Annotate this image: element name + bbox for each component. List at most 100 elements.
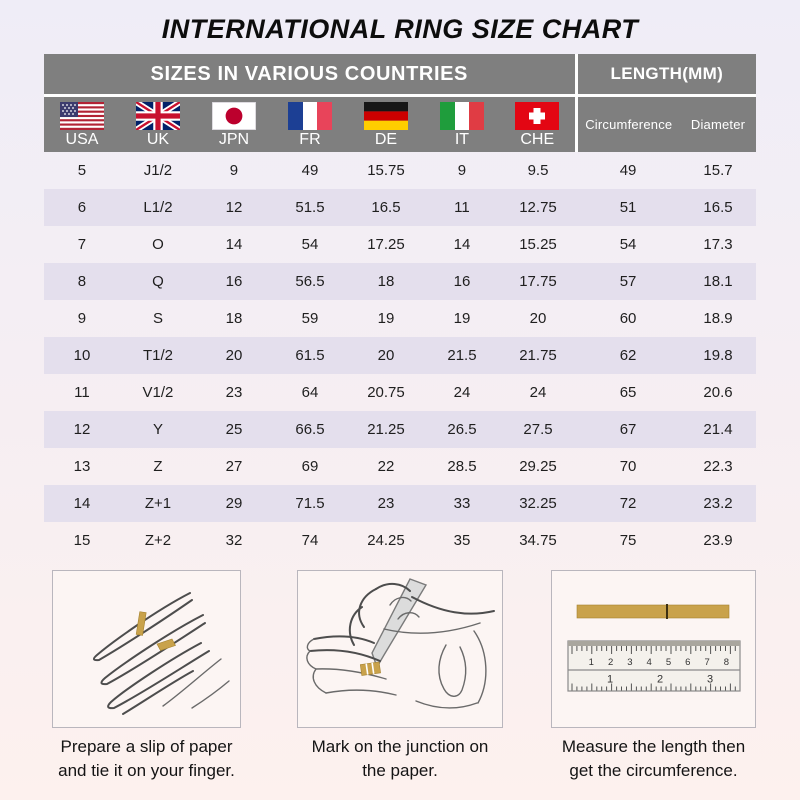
table-cell: 17.25 <box>367 236 405 253</box>
table-cell: 8 <box>43 263 120 300</box>
group-header-row: SIZES IN VARIOUS COUNTRIES LENGTH(MM) <box>43 54 757 97</box>
table-cell: Y <box>119 411 196 448</box>
table-row: 7 O 14 54 17.25 14 15.25 54 17.3 <box>44 226 756 263</box>
countries-group-header: SIZES IN VARIOUS COUNTRIES <box>43 54 578 97</box>
switzerland-flag-icon <box>515 101 560 130</box>
france-flag-icon <box>287 101 332 130</box>
table-row: 13 Z 27 69 22 28.5 29.25 70 22.3 <box>44 448 756 485</box>
ruler-number: 2 <box>657 674 663 686</box>
table-cell: 32 <box>225 532 243 549</box>
usa-flag-icon <box>59 101 104 130</box>
table-cell: 21.5 <box>423 337 500 374</box>
table-row: 11 V1/2 23 64 20.75 24 24 65 20.6 <box>44 374 756 411</box>
table-cell: 24 <box>529 384 547 401</box>
table-cell: 19 <box>453 310 471 327</box>
table-cell: 74 <box>301 532 319 549</box>
table-cell: 28.5 <box>447 458 477 475</box>
table-cell: 19 <box>377 310 395 327</box>
table-cell: Z+1 <box>119 485 196 522</box>
ruler-number: 3 <box>627 657 632 668</box>
table-cell: 54 <box>301 236 319 253</box>
uk-flag-icon <box>135 101 180 130</box>
ruler-number: 8 <box>724 657 729 668</box>
table-cell: 75 <box>619 532 637 549</box>
table-cell: 16.5 <box>680 189 757 226</box>
country-label-fr: FR <box>299 130 321 148</box>
table-cell: 18 <box>347 263 424 300</box>
table-cell: 13 <box>73 458 91 475</box>
column-header-fr: FR <box>271 95 348 152</box>
column-header-uk: UK <box>119 95 196 152</box>
table-cell: 49 <box>301 162 319 179</box>
table-cell: 22.3 <box>703 458 733 475</box>
table-cell: 29.25 <box>519 458 557 475</box>
table-row: 15 Z+2 32 74 24.25 35 34.75 75 23.9 <box>44 522 756 559</box>
table-cell: 19.8 <box>680 337 757 374</box>
table-cell: 23.2 <box>680 485 757 522</box>
table-cell: 10 <box>43 337 120 374</box>
page-title: INTERNATIONAL RING SIZE CHART <box>161 14 639 44</box>
hand-with-paper-illustration <box>93 592 230 715</box>
table-cell: 56.5 <box>271 263 348 300</box>
table-cell: 35 <box>453 532 471 549</box>
table-cell: 16.5 <box>347 189 424 226</box>
table-cell: 57 <box>576 263 681 300</box>
table-cell: 6 <box>43 189 120 226</box>
germany-flag-icon <box>363 101 408 130</box>
table-cell: 18 <box>225 310 243 327</box>
table-cell: Z+2 <box>144 532 172 549</box>
table-row: 6 L1/2 12 51.5 16.5 11 12.75 51 16.5 <box>43 189 757 226</box>
table-cell: 33 <box>423 485 500 522</box>
table-cell: 51.5 <box>271 189 348 226</box>
column-header-row: USA UK <box>43 95 757 152</box>
step-1-illustration-box <box>52 570 241 728</box>
column-header-usa: USA <box>43 95 120 152</box>
table-cell: 54 <box>619 236 637 253</box>
table-cell: 29 <box>195 485 272 522</box>
table-cell: 49 <box>619 162 637 179</box>
table-cell: 20.6 <box>703 384 733 401</box>
ring-size-table: SIZES IN VARIOUS COUNTRIES LENGTH(MM) <box>43 54 757 559</box>
ruler-illustration: 1 2 3 4 5 6 7 8 1 2 3 <box>567 604 741 692</box>
table-cell: 23 <box>347 485 424 522</box>
step-3: 1 2 3 4 5 6 7 8 1 2 3 Measure the length then get… <box>551 570 756 783</box>
table-cell: 12 <box>195 189 272 226</box>
table-cell: 12.75 <box>499 189 577 226</box>
step-2-illustration-box <box>297 570 503 728</box>
measurement-steps: Prepare a slip of paper and tie it on yo… <box>0 570 800 783</box>
table-cell: 62 <box>576 337 681 374</box>
table-cell: 16 <box>195 263 272 300</box>
table-row: 12 Y 25 66.5 21.25 26.5 27.5 67 21.4 <box>43 411 757 448</box>
table-cell: 65 <box>619 384 637 401</box>
table-cell: 20 <box>347 337 424 374</box>
table-cell: 7 <box>77 236 87 253</box>
table-cell: 72 <box>576 485 681 522</box>
table-cell: 14 <box>43 485 120 522</box>
ruler-number: 1 <box>607 674 613 686</box>
table-cell: 9 <box>77 310 87 327</box>
table-cell: 70 <box>619 458 637 475</box>
table-cell: 18.9 <box>703 310 733 327</box>
country-label-jpn: JPN <box>218 130 250 148</box>
table-row: 8 Q 16 56.5 18 16 17.75 57 18.1 <box>43 263 757 300</box>
table-cell: 15.25 <box>519 236 557 253</box>
table-cell: 20 <box>529 310 547 327</box>
table-cell: 17.3 <box>703 236 733 253</box>
table-cell: 15.7 <box>703 162 733 179</box>
table-cell: 18.1 <box>680 263 757 300</box>
pen-marking-illustration <box>306 578 495 709</box>
country-label-usa: USA <box>65 130 99 148</box>
table-cell: 34.75 <box>519 532 557 549</box>
table-cell: 27.5 <box>499 411 577 448</box>
table-cell: S <box>152 310 163 327</box>
table-cell: 12 <box>43 411 120 448</box>
table-cell: 16 <box>423 263 500 300</box>
table-cell: 21.25 <box>347 411 424 448</box>
step-2-caption: Mark on the junction on the paper. <box>311 737 489 781</box>
table-cell: 15.75 <box>367 162 405 179</box>
step-1: Prepare a slip of paper and tie it on yo… <box>44 570 249 783</box>
country-label-che: CHE <box>520 130 555 148</box>
table-cell: 9.5 <box>527 162 549 179</box>
table-cell: Q <box>119 263 196 300</box>
column-header-it: IT <box>423 95 500 152</box>
